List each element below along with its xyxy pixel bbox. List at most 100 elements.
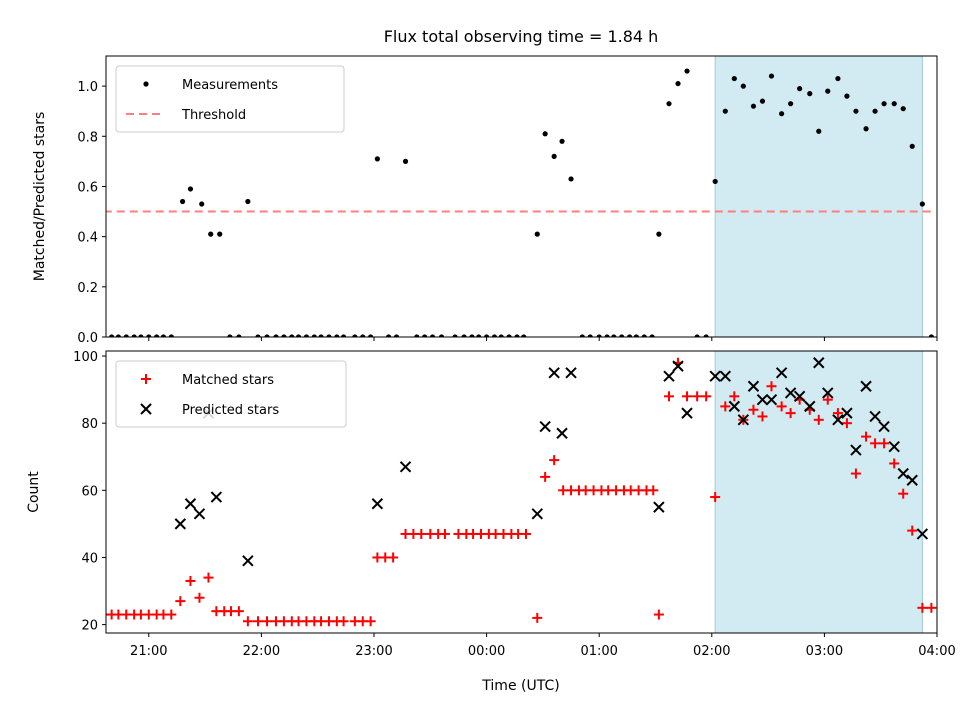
measurement-point — [684, 68, 690, 74]
x-stroke-2 — [548, 367, 560, 379]
predicted-star-point — [841, 407, 853, 419]
measurement-point — [740, 83, 746, 89]
x-stroke-2 — [822, 387, 834, 399]
predicted-star-point — [737, 414, 750, 426]
x-stroke-2 — [184, 498, 197, 510]
x-tick-label: 23:00 — [355, 644, 392, 659]
plot-area — [106, 68, 934, 337]
measurement-point — [438, 334, 445, 337]
measurement-point — [491, 334, 498, 337]
x-stroke-2 — [888, 440, 900, 453]
measurement-point — [245, 198, 251, 205]
predicted-star-point — [672, 360, 684, 372]
predicted-star-point — [709, 370, 721, 382]
matched-star-point — [710, 492, 721, 503]
measurement-point — [703, 334, 709, 337]
matched-star-point — [766, 381, 777, 392]
y-tick-label: 1.0 — [77, 80, 98, 95]
measurement-point — [429, 334, 436, 337]
matched-star-point — [776, 401, 787, 412]
matched-star-point — [242, 616, 253, 627]
matched-star-point — [648, 485, 659, 496]
measurement-point — [326, 334, 332, 337]
matched-star-point — [729, 391, 740, 402]
x-stroke-2 — [174, 518, 187, 530]
legend-box — [115, 360, 347, 428]
x-stroke-2 — [804, 400, 816, 413]
measurement-point — [334, 334, 340, 337]
predicted-star-point — [804, 400, 816, 413]
x-stroke-2 — [653, 501, 665, 513]
measurement-point — [179, 198, 186, 205]
measurement-point — [255, 334, 261, 337]
measurement-point — [675, 80, 681, 87]
matched-star-point — [532, 612, 543, 623]
matched-star-point — [416, 528, 427, 539]
predicted-star-point — [531, 508, 543, 520]
predicted-star-point — [548, 367, 560, 379]
matched-star-point — [664, 391, 675, 402]
measurement-point — [422, 334, 428, 337]
matched-star-point — [194, 592, 205, 603]
y-tick-label: 0.2 — [77, 281, 98, 296]
x-stroke-2 — [565, 367, 577, 379]
measurement-point — [352, 334, 358, 337]
legend: Measurements Threshold — [115, 65, 345, 133]
matched-star-point — [861, 431, 872, 442]
measurement-point — [227, 334, 233, 337]
measurement-point — [236, 334, 242, 337]
x-stroke-2 — [813, 357, 825, 369]
matched-star-point — [813, 414, 824, 425]
measurement-point — [919, 201, 925, 207]
measurement-point — [154, 334, 160, 337]
x-stroke-2 — [681, 407, 693, 419]
x-stroke-2 — [784, 387, 797, 399]
measurement-point — [881, 101, 887, 107]
measurement-point — [281, 334, 287, 337]
measurement-point — [722, 108, 728, 114]
x-stroke-2 — [793, 390, 806, 403]
matched-star-point — [757, 411, 768, 422]
matched-star-point — [889, 458, 900, 469]
measurement-point — [273, 334, 279, 337]
predicted-star-point — [242, 555, 254, 567]
y-tick-label: 0.0 — [77, 331, 98, 346]
x-stroke-2 — [765, 393, 778, 406]
predicted-star-point — [784, 387, 797, 399]
matched-star-point — [785, 408, 796, 419]
predicted-star-point — [756, 393, 769, 406]
measurement-point — [909, 143, 915, 149]
matched-star-point — [898, 488, 909, 499]
predicted-star-point — [878, 420, 890, 433]
measurement-point — [318, 334, 324, 337]
matched-star-point — [439, 528, 450, 539]
x-stroke-2 — [399, 461, 412, 473]
plot-area — [106, 357, 937, 627]
measurement-point — [587, 334, 593, 337]
measurement-point — [264, 334, 270, 337]
y-axis-label: Count — [26, 471, 42, 513]
chart-title: Flux total observing time = 1.84 h — [384, 27, 659, 46]
x-tick-label: 01:00 — [580, 644, 617, 659]
predicted-star-point — [371, 498, 384, 510]
x-stroke-2 — [775, 367, 788, 379]
measurement-point — [295, 334, 302, 337]
measurement-point — [641, 334, 647, 337]
measurement-point — [386, 334, 392, 337]
measurement-point — [160, 334, 167, 337]
predicted-star-point — [906, 474, 918, 486]
measurement-point — [115, 334, 121, 337]
x-stroke-2 — [539, 420, 551, 433]
measurement-point — [844, 93, 850, 99]
y-tick-label: 0.6 — [77, 180, 98, 195]
predicted-star-point — [793, 390, 806, 403]
x-stroke-2 — [756, 393, 769, 406]
axes-frame — [105, 350, 938, 634]
measurement-point — [825, 88, 831, 94]
measurement-point — [368, 334, 374, 337]
matched-star-point — [926, 602, 937, 613]
x-stroke-2 — [906, 474, 918, 486]
predicted-star-point — [822, 387, 834, 399]
x-stroke-2 — [242, 555, 254, 567]
predicted-star-point — [813, 357, 825, 369]
